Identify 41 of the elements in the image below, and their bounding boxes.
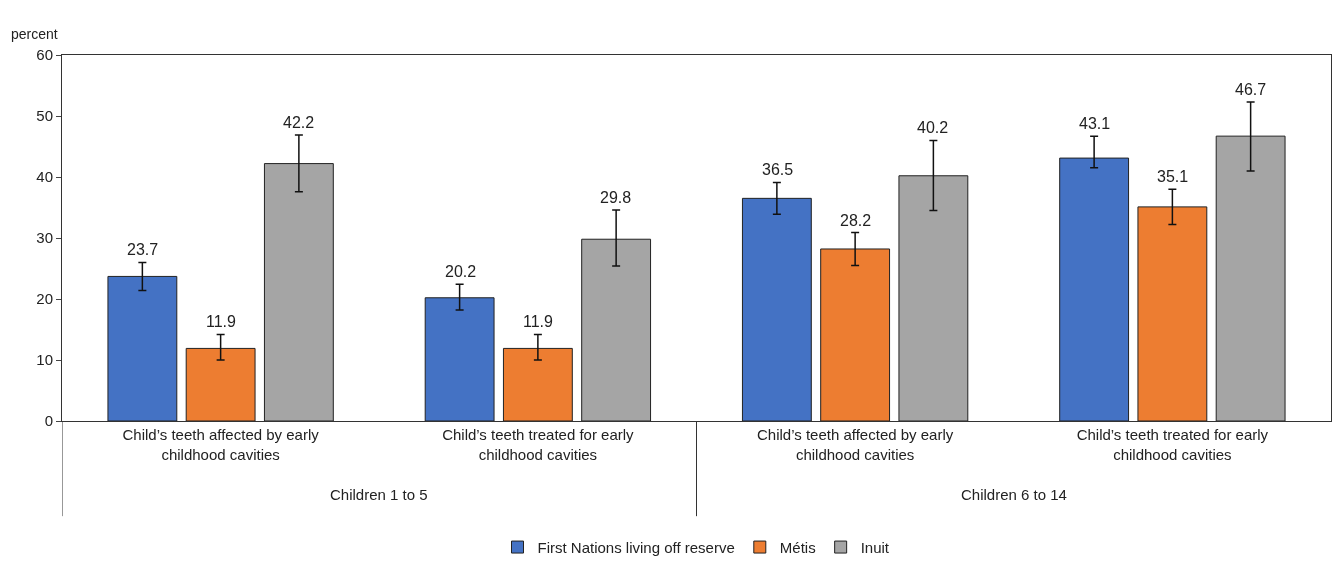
y-tick-label: 10 (36, 351, 53, 369)
bar (424, 297, 495, 421)
bar (502, 347, 573, 421)
data-label: 36.5 (762, 161, 794, 178)
y-tick-label: 60 (36, 46, 53, 64)
y-tick-label: 40 (36, 168, 53, 186)
bar (741, 197, 812, 421)
text: Children 6 to 14 (961, 486, 1067, 503)
text: Children 1 to 5 (330, 486, 428, 503)
data-label: 20.2 (445, 263, 477, 280)
data-label: 23.7 (127, 241, 159, 258)
y-tick-label: 50 (36, 107, 53, 125)
y-axis-title: percent (11, 26, 58, 42)
data-label: 28.2 (840, 212, 872, 229)
legend-label: First Nations living off reserve (537, 538, 735, 556)
x-tick-label: Child’s teeth affected by early childhood cavities (122, 426, 320, 463)
bar (263, 163, 334, 421)
bar (898, 175, 969, 421)
y-tick-label: 20 (36, 290, 53, 308)
x-tick-label: Child’s teeth treated for early childhood cavities (1076, 426, 1269, 463)
bar (185, 347, 256, 421)
data-label: 40.2 (917, 119, 949, 136)
legend-label: Inuit (860, 538, 890, 556)
data-label: 43.1 (1079, 115, 1111, 132)
y-tick-label: 30 (36, 229, 53, 247)
data-label: 46.7 (1235, 81, 1267, 98)
data-label: 11.9 (206, 313, 237, 330)
legend-label: Métis (779, 538, 816, 556)
bar (820, 248, 891, 421)
x-tick-label: Child’s teeth treated for early childhood cavities (442, 426, 635, 463)
bar (1137, 206, 1208, 421)
bar (581, 238, 652, 421)
data-label: 35.1 (1157, 168, 1189, 185)
bar (1059, 157, 1130, 421)
x-tick-label: Child’s teeth affected by early childhood cavities (757, 426, 954, 463)
y-tick-label: 0 (44, 412, 53, 430)
data-label: 29.8 (600, 189, 632, 206)
bar (1215, 135, 1286, 421)
data-label: 42.2 (283, 114, 315, 131)
bar (107, 275, 178, 421)
data-label: 11.9 (523, 313, 554, 330)
